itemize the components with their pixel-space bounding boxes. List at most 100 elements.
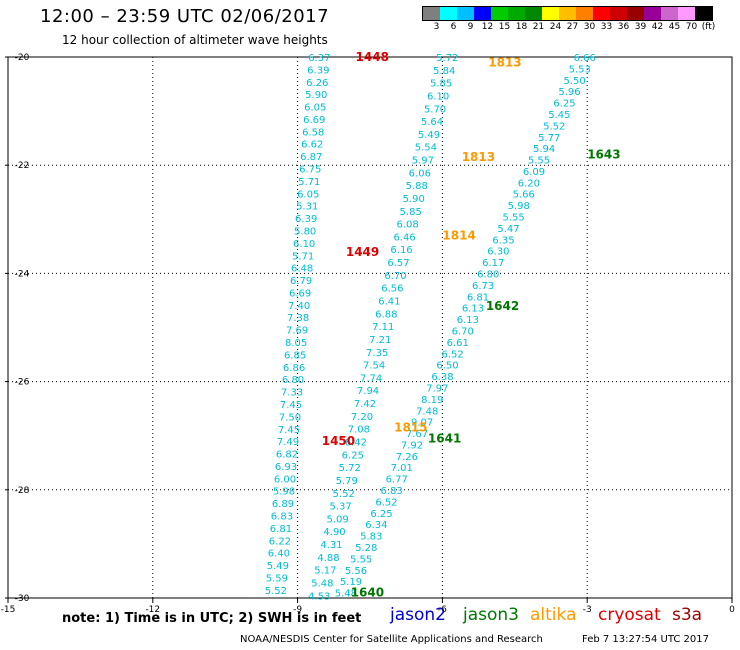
jason3-wave-height-point: 5.55 bbox=[502, 213, 524, 224]
altika-wave-height-point: 5.90 bbox=[403, 194, 425, 205]
cryosat-wave-height-point: 5.98 bbox=[273, 487, 295, 498]
cryosat-wave-height-point: 6.22 bbox=[269, 536, 291, 547]
altika-wave-height-point: 5.88 bbox=[406, 181, 428, 192]
x-tick-label: -3 bbox=[583, 605, 592, 615]
legend-altika: altika bbox=[530, 605, 577, 625]
altika-wave-height-point: 6.57 bbox=[387, 258, 409, 269]
x-tick-label: -15 bbox=[1, 605, 16, 615]
cryosat-wave-height-point: 7.45 bbox=[280, 400, 302, 411]
altika-wave-height-point: 7.11 bbox=[372, 322, 394, 333]
color-swatch bbox=[627, 7, 644, 20]
cryosat-wave-height-point: 7.45 bbox=[278, 425, 300, 436]
jason3-wave-height-point: 6.25 bbox=[553, 99, 575, 110]
cryosat-wave-height-point: 5.80 bbox=[294, 226, 316, 237]
cryosat-wave-height-point: 6.40 bbox=[268, 549, 290, 560]
color-swatch bbox=[661, 7, 678, 20]
altika-wave-height-point: 5.70 bbox=[424, 104, 446, 115]
color-swatch bbox=[542, 7, 559, 20]
cryosat-wave-height-point: 6.86 bbox=[283, 363, 305, 374]
pass-time-label: 1642 bbox=[486, 299, 519, 313]
altika-wave-height-point: 6.08 bbox=[397, 220, 419, 231]
altika-wave-height-point: 5.97 bbox=[412, 156, 434, 167]
x-tick-label: 0 bbox=[729, 605, 735, 615]
cryosat-wave-height-point: 6.39 bbox=[295, 214, 317, 225]
altika-wave-height-point: 5.17 bbox=[314, 566, 336, 577]
altika-wave-height-point: 6.70 bbox=[384, 271, 406, 282]
pass-time-label: 1813 bbox=[488, 55, 521, 69]
altika-wave-height-point: 6.88 bbox=[375, 309, 397, 320]
jason3-wave-height-point: 6.52 bbox=[375, 497, 397, 508]
altika-wave-height-point: 7.74 bbox=[360, 373, 382, 384]
jason3-wave-height-point: 5.48 bbox=[335, 589, 357, 600]
jason3-wave-height-point: 5.77 bbox=[538, 133, 560, 144]
cryosat-wave-height-point: 6.05 bbox=[297, 189, 319, 200]
color-swatch bbox=[525, 7, 542, 20]
chart-subtitle: 12 hour collection of altimeter wave hei… bbox=[62, 33, 328, 47]
altika-wave-height-point: 5.48 bbox=[311, 578, 333, 589]
altika-wave-height-point: 6.46 bbox=[393, 232, 415, 243]
color-scale-label: 70 bbox=[685, 22, 698, 32]
color-scale-label: 15 bbox=[498, 22, 511, 32]
altika-wave-height-point: 7.94 bbox=[357, 386, 379, 397]
pass-time-label: 1640 bbox=[351, 586, 384, 600]
jason3-wave-height-point: 6.81 bbox=[467, 292, 489, 303]
altika-wave-height-point: 5.52 bbox=[333, 489, 355, 500]
cryosat-wave-height-point: 7.69 bbox=[286, 326, 308, 337]
altika-wave-height-point: 5.09 bbox=[326, 514, 348, 525]
color-scale-label: 9 bbox=[467, 22, 474, 32]
color-swatch bbox=[610, 7, 627, 20]
color-swatch bbox=[593, 7, 610, 20]
jason3-wave-height-point: 7.48 bbox=[416, 406, 438, 417]
jason3-wave-height-point: 6.38 bbox=[431, 372, 453, 383]
pass-time-label: 1641 bbox=[428, 431, 461, 445]
jason3-wave-height-point: 6.70 bbox=[452, 326, 474, 337]
jason3-wave-height-point: 8.19 bbox=[421, 395, 443, 406]
cryosat-wave-height-point: 6.79 bbox=[290, 276, 312, 287]
jason3-wave-height-point: 5.96 bbox=[558, 87, 580, 98]
color-swatch bbox=[695, 7, 712, 20]
y-tick-label: -28 bbox=[15, 486, 30, 496]
color-scale-label: 6 bbox=[450, 22, 457, 32]
jason3-wave-height-point: 6.52 bbox=[441, 349, 463, 360]
jason3-wave-height-point: 6.25 bbox=[370, 509, 392, 520]
jason3-wave-height-point: 5.98 bbox=[508, 201, 530, 212]
jason3-wave-height-point: 6.09 bbox=[523, 167, 545, 178]
altika-wave-height-point: 7.35 bbox=[366, 348, 388, 359]
legend-jason3: jason3 bbox=[463, 605, 519, 625]
cryosat-wave-height-point: 6.48 bbox=[291, 264, 313, 275]
x-tick-label: -6 bbox=[438, 605, 447, 615]
jason3-wave-height-point: 7.26 bbox=[396, 452, 418, 463]
jason3-wave-height-point: 6.17 bbox=[482, 258, 504, 269]
jason3-wave-height-point: 6.50 bbox=[436, 361, 458, 372]
color-scale-label: 27 bbox=[566, 22, 579, 32]
y-tick-label: -24 bbox=[15, 269, 30, 279]
jason3-wave-height-point: 6.13 bbox=[457, 315, 479, 326]
jason3-wave-height-point: 7.67 bbox=[406, 429, 428, 440]
altika-wave-height-point: 6.16 bbox=[390, 245, 412, 256]
jason3-wave-height-point: 5.28 bbox=[355, 543, 377, 554]
color-scale-labels: 3 6 9 12 15 18 21 24 27 30 33 36 39 42 45 70 (ft) bbox=[422, 22, 732, 34]
jason3-wave-height-point: 6.20 bbox=[518, 178, 540, 189]
cryosat-wave-height-point: 6.83 bbox=[271, 512, 293, 523]
color-swatch bbox=[678, 7, 695, 20]
altika-wave-height-point: 5.54 bbox=[415, 143, 437, 154]
cryosat-wave-height-point: 7.40 bbox=[288, 301, 310, 312]
cryosat-wave-height-point: 7.49 bbox=[277, 437, 299, 448]
cryosat-wave-height-point: 6.37 bbox=[308, 53, 330, 64]
altika-wave-height-point: 6.25 bbox=[342, 450, 364, 461]
cryosat-wave-height-point: 6.80 bbox=[282, 375, 304, 386]
altika-wave-height-point: 4.53 bbox=[308, 591, 330, 602]
jason3-wave-height-point: 5.19 bbox=[340, 577, 362, 588]
color-scale-bar bbox=[422, 6, 713, 21]
cryosat-wave-height-point: 6.10 bbox=[293, 239, 315, 250]
altika-wave-height-point: 4.90 bbox=[323, 527, 345, 538]
pass-time-label: 1449 bbox=[346, 245, 379, 259]
cryosat-wave-height-point: 5.71 bbox=[298, 177, 320, 188]
color-swatch bbox=[457, 7, 474, 20]
cryosat-wave-height-point: 5.49 bbox=[267, 561, 289, 572]
y-tick-label: -22 bbox=[15, 161, 30, 171]
cryosat-wave-height-point: 6.00 bbox=[274, 474, 296, 485]
cryosat-wave-height-point: 6.82 bbox=[276, 450, 298, 461]
altika-wave-height-point: 6.42 bbox=[345, 437, 367, 448]
